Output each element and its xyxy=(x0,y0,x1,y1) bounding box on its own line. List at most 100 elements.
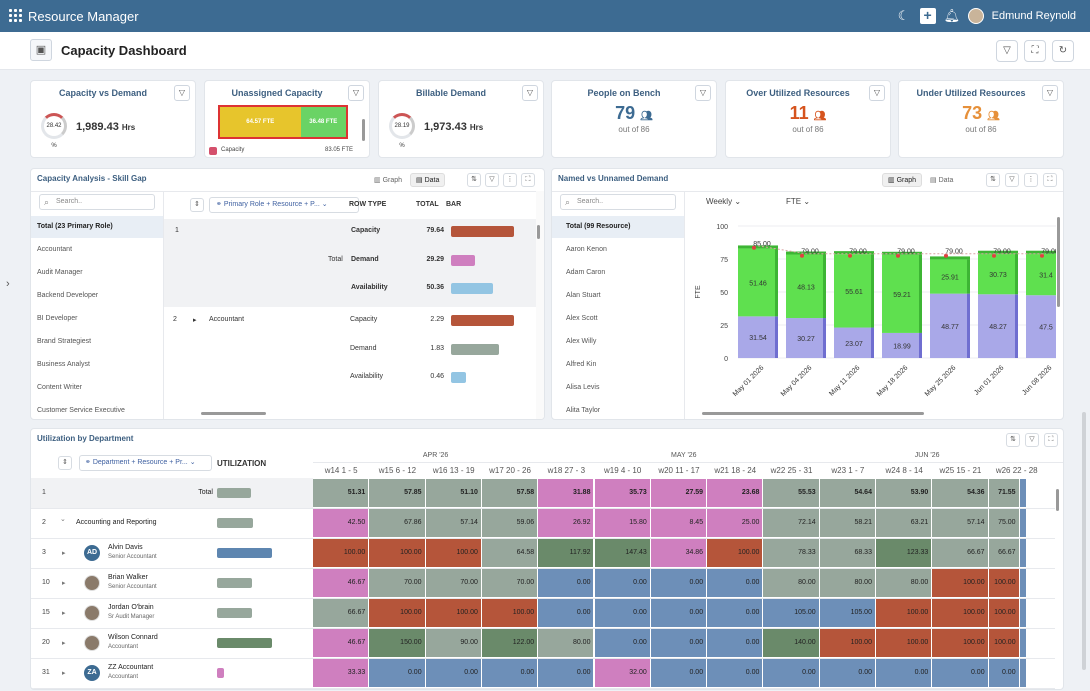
list-item[interactable]: Adam Caron xyxy=(566,269,606,276)
utilization-cell[interactable]: 105.00 xyxy=(819,599,875,627)
list-item[interactable]: Alfred Kin xyxy=(566,361,597,368)
vertical-scrollbar[interactable] xyxy=(1057,217,1060,307)
utilization-cell[interactable]: 140.00 xyxy=(763,629,819,657)
utilization-cell[interactable]: 0.00 xyxy=(650,629,707,657)
list-item[interactable]: Total (99 Resource) xyxy=(552,216,684,238)
filter-button[interactable]: ▽ xyxy=(996,40,1018,62)
utilization-cell[interactable]: 117.92 xyxy=(538,539,594,567)
utilization-cell[interactable]: 15.80 xyxy=(594,509,650,537)
utilization-cell[interactable]: 51.10 xyxy=(425,479,481,507)
utilization-cell[interactable]: 0.00 xyxy=(932,659,988,687)
utilization-cell[interactable]: 25.00 xyxy=(707,509,763,537)
utilization-cell[interactable]: 100.00 xyxy=(988,599,1019,627)
utilization-cell[interactable]: 70.00 xyxy=(481,569,538,597)
utilization-cell[interactable]: 57.14 xyxy=(932,509,988,537)
utilization-cell[interactable]: 100.00 xyxy=(707,539,763,567)
utilization-cell[interactable]: 150.00 xyxy=(369,629,425,657)
user-name[interactable]: Edmund Reynold xyxy=(991,10,1076,22)
utilization-cell[interactable]: 100.00 xyxy=(988,569,1019,597)
utilization-cell[interactable]: 100.00 xyxy=(369,599,425,627)
sidebar-expand-icon[interactable]: › xyxy=(6,278,10,290)
utilization-cell[interactable]: 0.00 xyxy=(594,569,650,597)
filter-icon[interactable]: ▽ xyxy=(485,173,499,187)
utilization-cell[interactable]: 100.00 xyxy=(425,599,481,627)
utilization-cell[interactable]: 0.00 xyxy=(650,599,707,627)
graph-tab[interactable]: ▥ Graph xyxy=(882,173,923,187)
utilization-cell[interactable]: 100.00 xyxy=(313,539,369,567)
utilization-cell[interactable]: 122.00 xyxy=(481,629,538,657)
refresh-button[interactable]: ↻ xyxy=(1052,40,1074,62)
utilization-cell[interactable]: 55.53 xyxy=(763,479,819,507)
utilization-cell[interactable]: 33.33 xyxy=(313,659,369,687)
utilization-cell[interactable]: 0.00 xyxy=(707,599,763,627)
utilization-cell[interactable]: 0.00 xyxy=(425,659,481,687)
filter-icon[interactable]: ▽ xyxy=(1025,433,1039,447)
apps-grid-icon[interactable] xyxy=(9,9,23,23)
list-item[interactable]: Business Analyst xyxy=(37,361,90,368)
expand-row-icon[interactable]: ▸ xyxy=(62,610,66,617)
utilization-cell[interactable]: 42.50 xyxy=(313,509,369,537)
utilization-cell[interactable]: 0.00 xyxy=(594,599,650,627)
utilization-cell[interactable]: 0.00 xyxy=(538,569,594,597)
utilization-cell[interactable]: 100.00 xyxy=(932,629,988,657)
utilization-cell[interactable]: 0.00 xyxy=(763,659,819,687)
utilization-cell[interactable]: 0.00 xyxy=(819,659,875,687)
filter-icon[interactable]: ▽ xyxy=(522,85,538,101)
utilization-cell[interactable]: 57.14 xyxy=(425,509,481,537)
utilization-cell[interactable]: 0.00 xyxy=(538,659,594,687)
utilization-cell[interactable]: 105.00 xyxy=(763,599,819,627)
expand-icon[interactable]: ⛶ xyxy=(521,173,535,187)
sort-icon[interactable]: ⇅ xyxy=(1006,433,1020,447)
graph-tab[interactable]: ▥ Graph xyxy=(374,177,403,184)
utilization-cell[interactable]: 0.00 xyxy=(988,659,1019,687)
list-item[interactable]: Alisa Levis xyxy=(566,384,600,391)
utilization-cell[interactable]: 34.86 xyxy=(650,539,707,567)
vertical-scrollbar[interactable] xyxy=(1056,489,1059,511)
utilization-cell[interactable]: 100.00 xyxy=(876,599,932,627)
utilization-cell[interactable]: 46.67 xyxy=(313,629,369,657)
list-item[interactable]: Alex Willy xyxy=(566,338,597,345)
collapse-icon[interactable]: ⇕ xyxy=(58,456,72,470)
utilization-cell[interactable]: 100.00 xyxy=(988,629,1019,657)
utilization-cell[interactable]: 80.00 xyxy=(819,569,875,597)
utilization-cell[interactable]: 0.00 xyxy=(594,629,650,657)
more-icon[interactable]: ⋮ xyxy=(1024,173,1038,187)
list-item[interactable]: Brand Strategiest xyxy=(37,338,92,345)
data-tab[interactable]: ▤ Data xyxy=(930,177,954,184)
utilization-cell[interactable]: 147.43 xyxy=(594,539,650,567)
plus-icon[interactable]: + xyxy=(919,8,936,24)
utilization-cell[interactable]: 51.31 xyxy=(313,479,369,507)
list-item[interactable]: Content Writer xyxy=(37,384,82,391)
utilization-cell[interactable]: 54.64 xyxy=(819,479,875,507)
utilization-cell[interactable]: 27.59 xyxy=(650,479,707,507)
filter-icon[interactable]: ▽ xyxy=(1042,85,1058,101)
utilization-cell[interactable]: 78.33 xyxy=(763,539,819,567)
utilization-cell[interactable]: 70.00 xyxy=(425,569,481,597)
list-item[interactable]: Backend Developer xyxy=(37,292,99,299)
more-icon[interactable]: ⋮ xyxy=(503,173,517,187)
horizontal-scrollbar[interactable] xyxy=(201,412,266,415)
utilization-cell[interactable]: 66.67 xyxy=(988,539,1019,567)
filter-icon[interactable]: ▽ xyxy=(695,85,711,101)
utilization-cell[interactable]: 72.14 xyxy=(763,509,819,537)
collapse-icon[interactable]: ⇕ xyxy=(190,198,204,212)
user-avatar[interactable] xyxy=(967,8,984,24)
expand-icon[interactable]: ⛶ xyxy=(1044,433,1058,447)
utilization-cell[interactable]: 0.00 xyxy=(707,629,763,657)
horizontal-scrollbar[interactable] xyxy=(702,412,924,415)
utilization-cell[interactable]: 8.45 xyxy=(650,509,707,537)
utilization-cell[interactable]: 0.00 xyxy=(369,659,425,687)
utilization-cell[interactable]: 0.00 xyxy=(650,569,707,597)
utilization-cell[interactable]: 100.00 xyxy=(876,629,932,657)
utilization-cell[interactable]: 54.36 xyxy=(932,479,988,507)
utilization-cell[interactable]: 80.00 xyxy=(763,569,819,597)
utilization-cell[interactable]: 32.00 xyxy=(594,659,650,687)
utilization-cell[interactable]: 63.21 xyxy=(876,509,932,537)
utilization-cell[interactable]: 68.33 xyxy=(819,539,875,567)
filter-icon[interactable]: ▽ xyxy=(1005,173,1019,187)
utilization-cell[interactable]: 0.00 xyxy=(650,659,707,687)
utilization-cell[interactable]: 57.58 xyxy=(481,479,538,507)
list-item[interactable]: Alan Stuart xyxy=(566,292,601,299)
utilization-cell[interactable]: 75.00 xyxy=(988,509,1019,537)
unit-select[interactable]: FTE ⌄ xyxy=(786,197,811,206)
